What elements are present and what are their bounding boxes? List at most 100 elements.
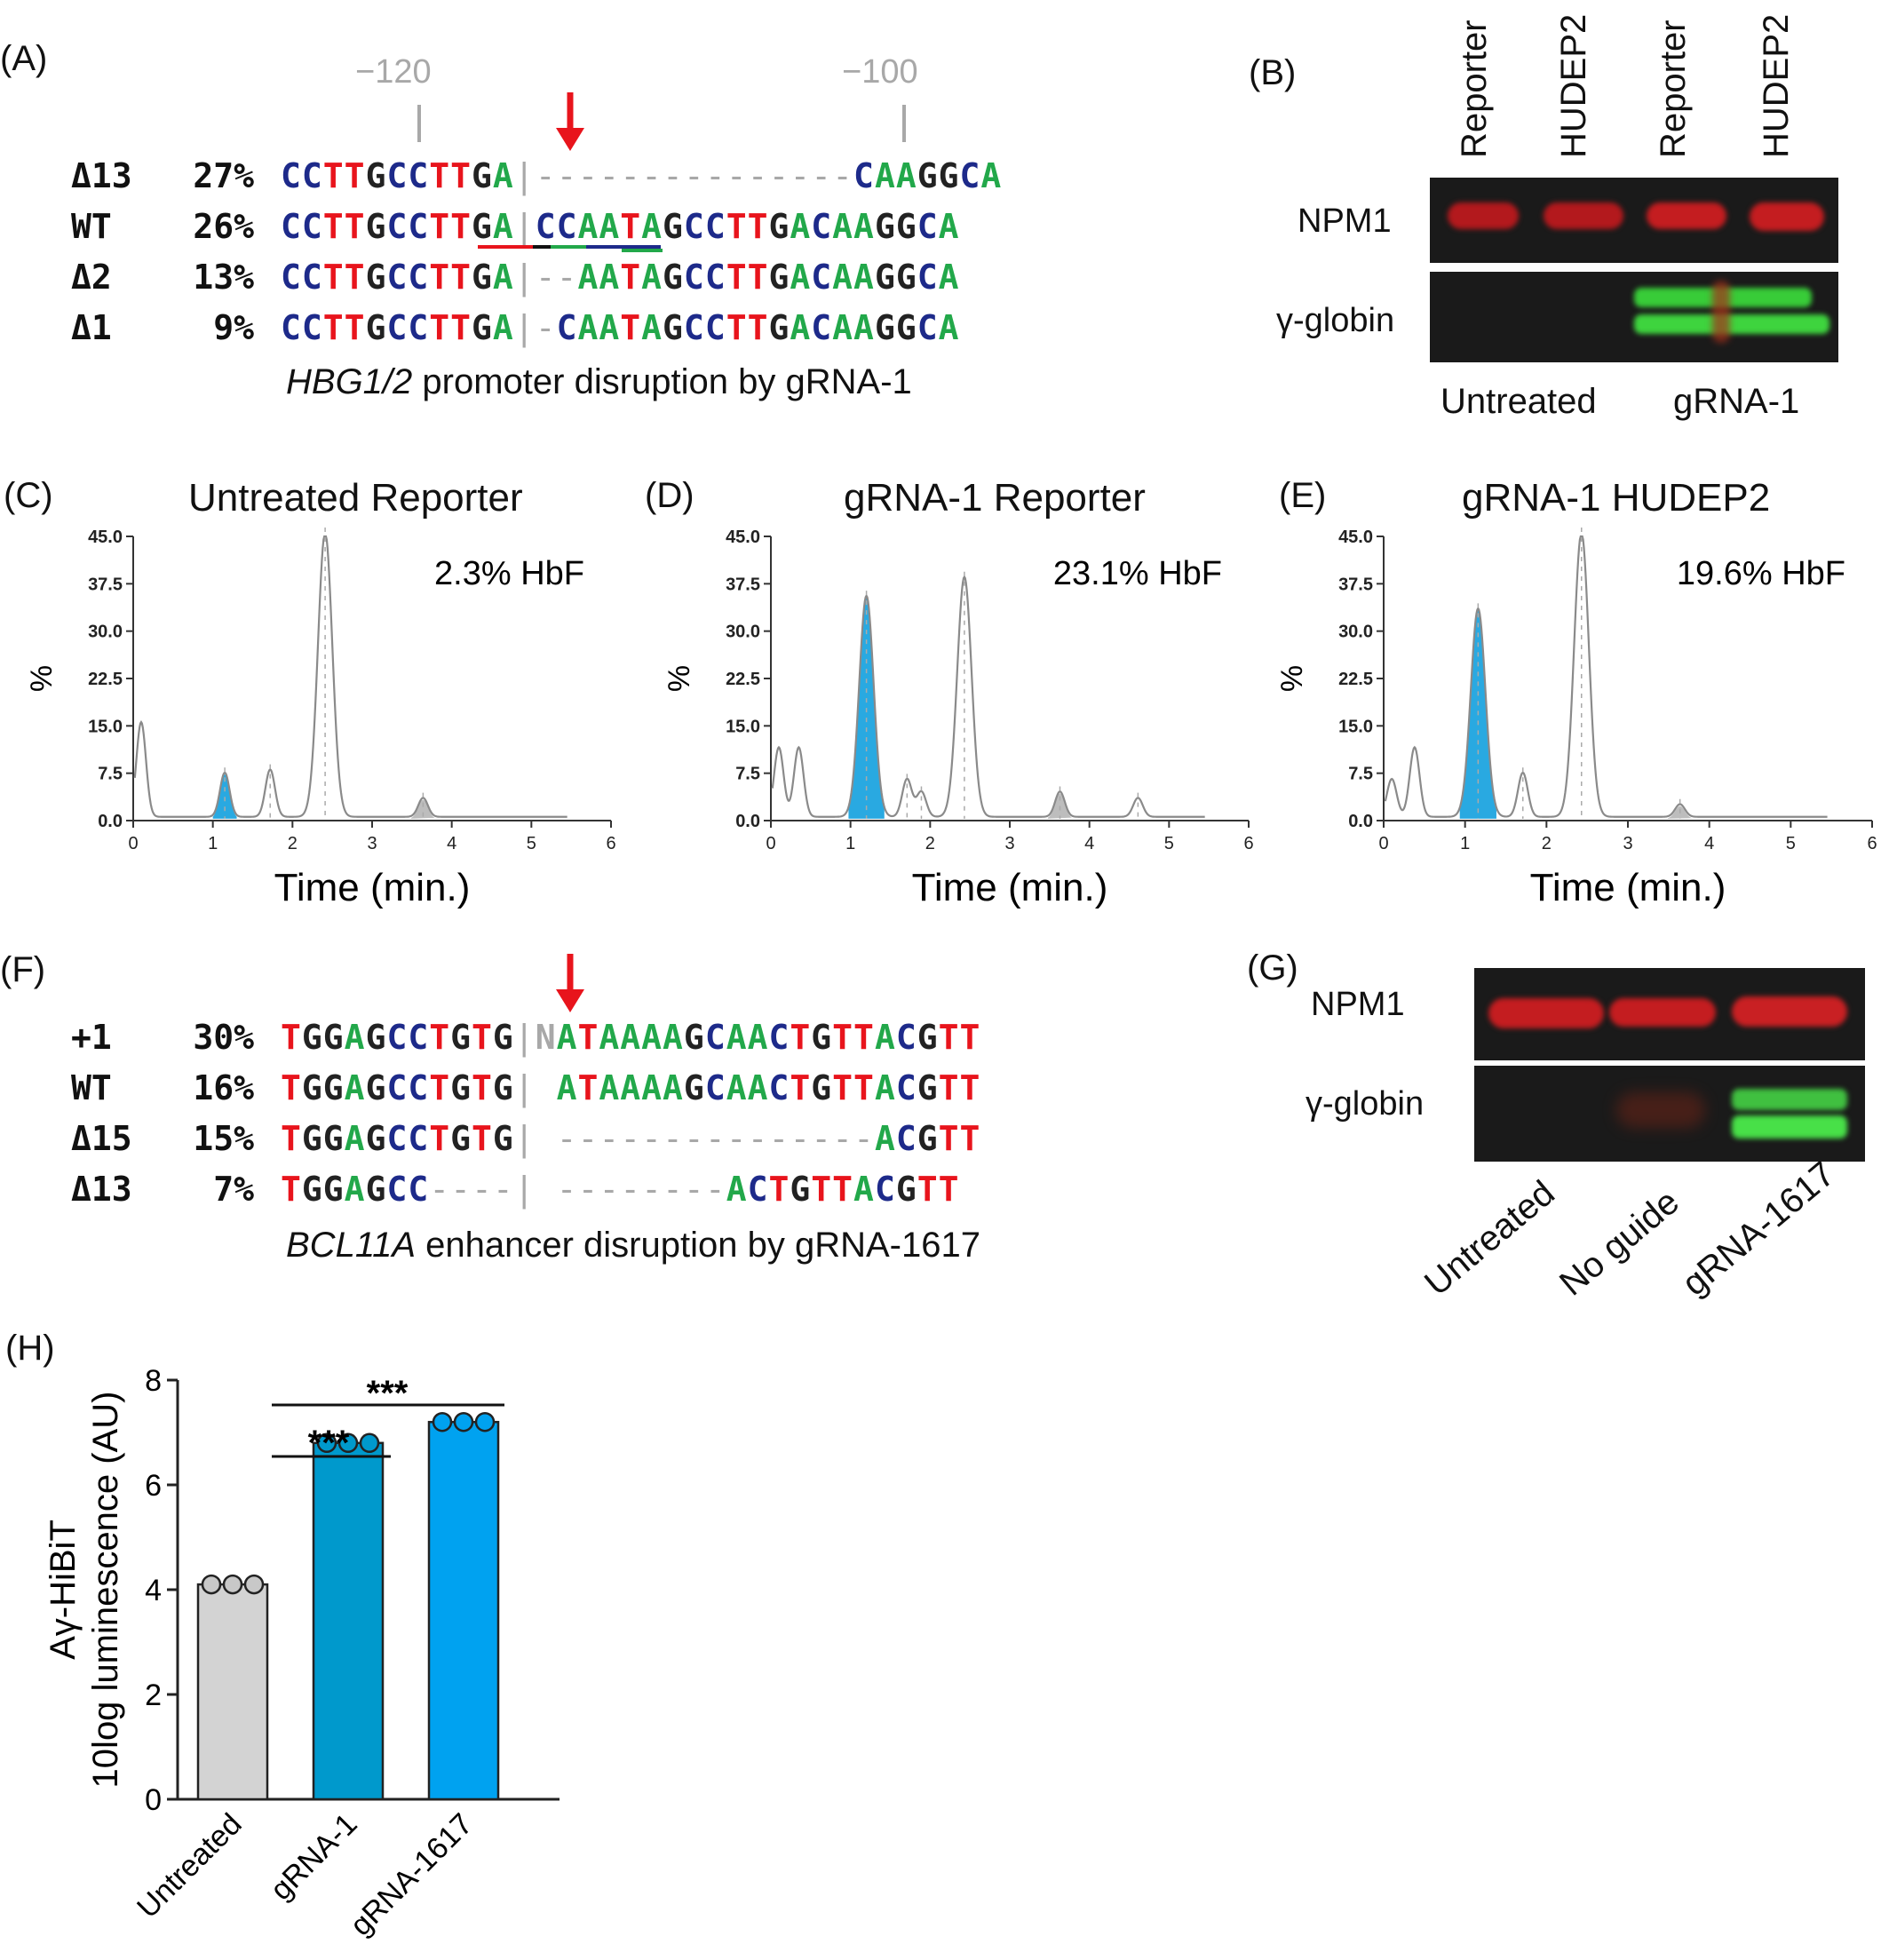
x-tick-label: 3 <box>1623 834 1632 853</box>
bar <box>427 1420 500 1801</box>
nucleotide: | <box>513 156 536 195</box>
nucleotide: G <box>790 1170 812 1209</box>
underline-navy <box>586 245 661 249</box>
nucleotide: C <box>386 156 409 195</box>
y-tick-label: 15.0 <box>88 717 123 736</box>
allele-sequence: TGGAGCC----| --------ACTGTTACGTT <box>281 1170 960 1209</box>
underline-red <box>478 245 533 249</box>
nucleotide: A <box>492 156 514 195</box>
y-tick-label: 6 <box>145 1469 162 1503</box>
nucleotide: C <box>535 207 557 246</box>
allele-sequence: TGGAGCCTGTG| ATAAAAGCAACTGTTACGTT <box>281 1068 980 1107</box>
nucleotide: C <box>683 258 705 297</box>
nucleotide: T <box>747 207 769 246</box>
nucleotide: G <box>365 1068 387 1107</box>
nucleotide: A <box>938 207 960 246</box>
nucleotide: G <box>895 207 917 246</box>
nucleotide: - <box>811 156 833 195</box>
data-point <box>201 1574 222 1595</box>
nucleotide: C <box>281 156 302 195</box>
nucleotide: - <box>535 258 557 297</box>
nucleotide: A <box>620 1068 642 1107</box>
nucleotide: C <box>301 308 323 347</box>
nucleotide: - <box>577 156 599 195</box>
nucleotide: C <box>281 258 302 297</box>
nucleotide: T <box>472 1068 493 1107</box>
nucleotide: T <box>429 1119 451 1158</box>
nucleotide: G <box>874 207 896 246</box>
nucleotide: G <box>365 1119 387 1158</box>
nucleotide: T <box>429 156 451 195</box>
y-tick-label: 15.0 <box>726 717 760 736</box>
nucleotide: C <box>704 258 726 297</box>
nucleotide: T <box>938 1018 960 1057</box>
blot-globin-g <box>1474 1066 1865 1162</box>
nucleotide: T <box>726 258 748 297</box>
nucleotide: A <box>599 308 621 347</box>
y-axis-label: % <box>25 665 59 692</box>
nucleotide: G <box>492 1119 514 1158</box>
nucleotide: G <box>365 207 387 246</box>
x-tick-label: 3 <box>367 834 377 853</box>
nucleotide: T <box>281 1018 302 1057</box>
nucleotide: T <box>938 1068 960 1107</box>
allele-frequency: 13% <box>193 258 254 297</box>
y-tick-label: 37.5 <box>1338 575 1373 594</box>
nucleotide: A <box>599 207 621 246</box>
nucleotide: A <box>620 1018 642 1057</box>
x-tick-label: 4 <box>1084 834 1094 853</box>
nucleotide: | <box>513 207 536 246</box>
nucleotide: G <box>365 1018 387 1057</box>
y-tick-label: 30.0 <box>1338 623 1373 642</box>
x-tick-label: 2 <box>288 834 298 853</box>
nucleotide: T <box>790 1018 812 1057</box>
blot-group-label: Untreated <box>1441 382 1597 421</box>
y-tick-label: 45.0 <box>1338 528 1373 547</box>
nucleotide: G <box>301 1119 323 1158</box>
blot-row-label: NPM1 <box>1298 202 1392 240</box>
nucleotide: C <box>747 1170 769 1209</box>
nucleotide: - <box>492 1170 514 1209</box>
chromatogram-trace <box>1384 535 1828 818</box>
caption-a: HBG1/2 promoter disruption by gRNA-1 <box>286 362 912 402</box>
y-tick-label: 0.0 <box>1348 812 1373 831</box>
nucleotide: - <box>768 156 790 195</box>
nucleotide: T <box>959 1018 981 1057</box>
nucleotide: C <box>301 156 323 195</box>
nucleotide: G <box>472 308 493 347</box>
nucleotide: G <box>811 1018 833 1057</box>
nucleotide: G <box>768 207 790 246</box>
nucleotide: T <box>450 207 472 246</box>
nucleotide: A <box>556 1018 578 1057</box>
y-tick-label: 22.5 <box>1338 670 1373 689</box>
position-label: −120 <box>355 53 432 91</box>
x-tick-label: 1 <box>208 834 218 853</box>
y-tick-label: 37.5 <box>88 575 123 594</box>
nucleotide: C <box>811 207 833 246</box>
nucleotide: G <box>472 258 493 297</box>
panel-label-b: (B) <box>1249 53 1297 92</box>
position-tick <box>417 105 421 142</box>
nucleotide: T <box>832 1018 854 1057</box>
nucleotide: G <box>895 258 917 297</box>
caption-text: promoter disruption by gRNA-1 <box>412 362 912 401</box>
y-tick-label: 45.0 <box>726 528 760 547</box>
panel-label-c: (C) <box>4 476 53 515</box>
nucleotide: T <box>344 156 366 195</box>
nucleotide: A <box>874 156 896 195</box>
nucleotide: C <box>959 156 981 195</box>
nucleotide: C <box>917 308 939 347</box>
nucleotide: G <box>450 1018 472 1057</box>
nucleotide: G <box>663 308 684 347</box>
nucleotide: C <box>408 308 430 347</box>
nucleotide: - <box>450 1170 472 1209</box>
nucleotide: G <box>917 156 939 195</box>
sig-stars: *** <box>367 1374 409 1413</box>
nucleotide: T <box>620 207 642 246</box>
nucleotide: A <box>790 258 812 297</box>
x-tick-label: 4 <box>447 834 456 853</box>
a2-peak-fill <box>410 799 435 819</box>
hbf-annotation: 2.3% HbF <box>434 555 584 592</box>
allele-frequency: 16% <box>193 1068 254 1107</box>
chromatogram-trace <box>771 575 1205 818</box>
